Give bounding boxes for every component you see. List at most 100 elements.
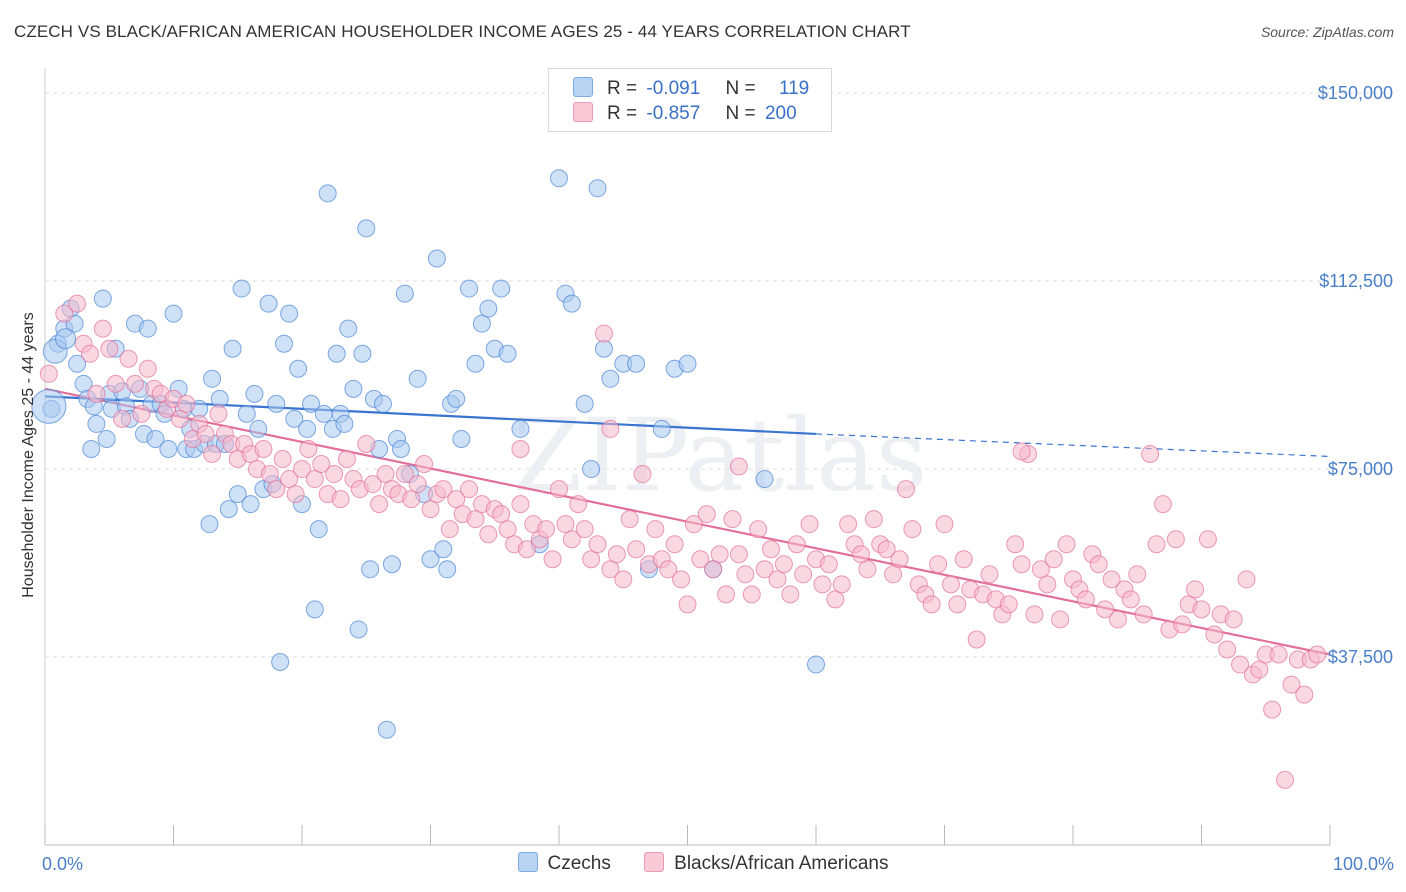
data-point: [498, 520, 517, 539]
data-point: [39, 364, 58, 383]
data-point: [1173, 615, 1192, 634]
y-axis-label: Householder Income Ages 25 - 44 years: [20, 312, 37, 598]
watermark: ZIPatlas: [513, 397, 928, 514]
data-point: [80, 344, 99, 363]
data-point: [543, 550, 562, 569]
data-point: [929, 555, 948, 574]
data-point: [254, 439, 273, 458]
data-point: [289, 359, 308, 378]
data-point: [113, 409, 132, 428]
data-point: [774, 555, 793, 574]
data-point: [684, 515, 703, 534]
data-point: [550, 169, 568, 188]
data-point: [749, 520, 768, 539]
data-point: [391, 439, 410, 458]
data-point: [434, 480, 453, 499]
data-point: [620, 510, 639, 529]
data-point: [280, 304, 299, 323]
data-point: [138, 319, 157, 338]
data-point: [839, 515, 858, 534]
data-point: [259, 294, 278, 313]
data-point: [68, 354, 87, 373]
data-point: [575, 394, 594, 413]
legend-r-value: -0.091: [646, 78, 701, 99]
data-point: [1102, 570, 1121, 589]
data-point: [890, 550, 909, 569]
data-point: [402, 490, 421, 509]
data-point: [851, 545, 870, 564]
data-point: [704, 560, 723, 579]
data-point: [309, 520, 328, 539]
data-point: [755, 560, 774, 579]
data-point: [575, 520, 594, 539]
data-point: [55, 328, 77, 350]
data-point: [434, 540, 453, 559]
data-point: [132, 404, 151, 423]
y-tick-label: $112,500: [1319, 271, 1393, 291]
data-point: [119, 349, 138, 368]
data-point: [219, 500, 238, 519]
y-tick-label: $37,500: [1328, 647, 1393, 667]
data-point: [331, 490, 350, 509]
data-point: [627, 354, 646, 373]
data-point: [665, 535, 684, 554]
data-point: [298, 419, 317, 438]
data-point: [146, 429, 165, 448]
data-point: [652, 419, 671, 438]
data-point: [170, 409, 189, 428]
data-point: [1025, 605, 1044, 624]
series-swatch-czechs: [517, 852, 538, 872]
data-point: [1147, 535, 1166, 554]
data-point: [691, 550, 710, 569]
data-point: [349, 620, 368, 639]
data-point: [736, 565, 755, 584]
data-point: [267, 480, 286, 499]
legend-n-label: N =: [725, 103, 756, 124]
series-legend-czechs[interactable]: Czechs: [517, 852, 611, 875]
data-point: [312, 455, 331, 474]
data-point: [1031, 560, 1050, 579]
data-point: [97, 429, 116, 448]
data-point: [210, 389, 229, 408]
data-point: [1134, 605, 1153, 624]
data-point: [415, 455, 434, 474]
data-point: [466, 354, 485, 373]
data-point: [1192, 600, 1211, 619]
data-point: [787, 535, 806, 554]
data-point: [614, 570, 633, 589]
data-point: [232, 279, 251, 298]
series-legend: Czechs Blacks/African Americans: [0, 852, 1406, 875]
data-point: [55, 304, 74, 323]
data-point: [421, 550, 440, 569]
data-point: [241, 495, 260, 514]
legend-n-value: 200: [764, 103, 797, 124]
data-point: [537, 520, 556, 539]
data-point: [646, 520, 665, 539]
data-point: [800, 515, 819, 534]
data-point: [659, 560, 678, 579]
data-point: [138, 359, 157, 378]
legend-row-blacks: R = -0.857 N = 200: [573, 102, 797, 126]
source-label: Source: ZipAtlas.com: [1260, 24, 1394, 40]
data-point: [896, 480, 915, 499]
data-point: [106, 374, 125, 393]
correlation-legend: R = -0.091 N = 119 R = -0.857 N = 200: [548, 68, 832, 132]
data-point: [327, 344, 346, 363]
data-point: [594, 339, 613, 358]
data-point: [466, 510, 485, 529]
data-point: [697, 505, 716, 524]
data-point: [339, 319, 358, 338]
series-swatch-blacks: [644, 852, 665, 872]
data-point: [601, 419, 620, 438]
data-point: [427, 249, 446, 268]
data-point: [1263, 700, 1282, 719]
series-czechs-points: [42, 169, 825, 739]
data-point: [1128, 565, 1147, 584]
data-point: [223, 339, 242, 358]
data-point: [922, 595, 941, 614]
data-point: [31, 388, 67, 424]
data-point: [479, 299, 498, 318]
series-legend-blacks[interactable]: Blacks/African Americans: [644, 852, 889, 875]
data-point: [1089, 555, 1108, 574]
data-point: [498, 344, 517, 363]
